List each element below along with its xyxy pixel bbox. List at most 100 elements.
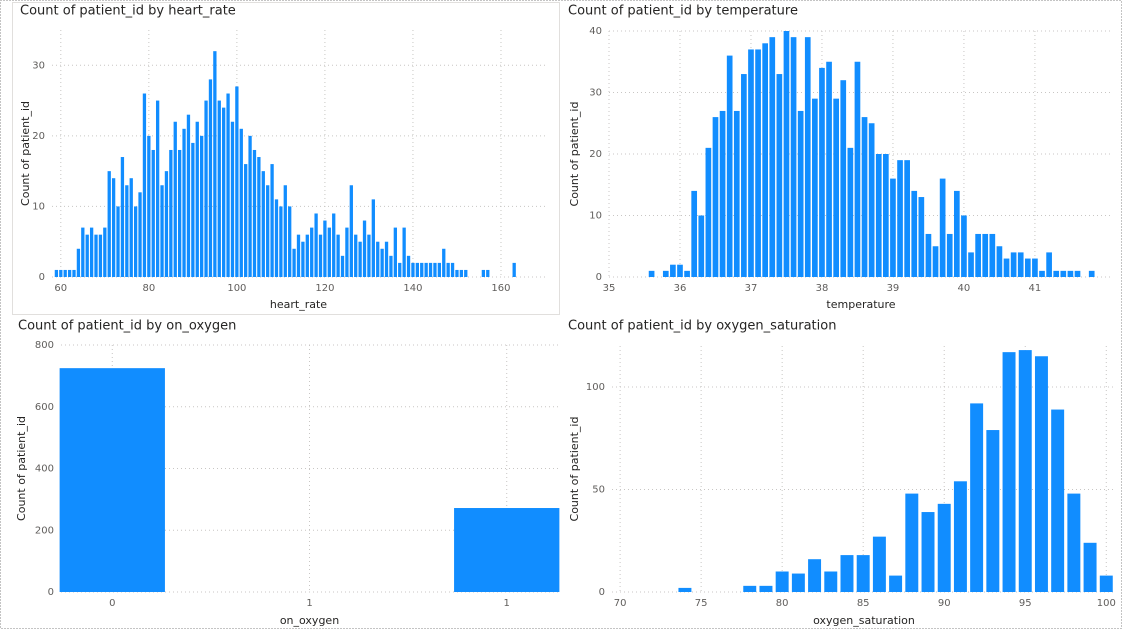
x-tick-label: 38 (816, 283, 829, 294)
bar (847, 147, 854, 277)
bar (248, 135, 252, 277)
x-tick-label: 85 (857, 598, 870, 609)
bar (921, 512, 935, 592)
bar (252, 149, 257, 277)
bar (305, 234, 309, 277)
bar (819, 67, 825, 278)
x-tick-label: 36 (674, 283, 687, 294)
bar (868, 123, 875, 277)
bar (662, 270, 669, 277)
bar (446, 262, 450, 277)
bar (323, 220, 327, 277)
chart-title: Count of patient_id by heart_rate (20, 4, 236, 19)
bar (454, 508, 560, 592)
bar (790, 37, 797, 278)
bar (244, 164, 248, 277)
bar (358, 241, 362, 277)
bar (459, 269, 464, 277)
x-tick-label: 39 (887, 283, 900, 294)
bar (1067, 493, 1081, 592)
bar (402, 227, 406, 277)
bar (970, 403, 984, 592)
x-tick-label: 41 (1029, 283, 1042, 294)
bar (791, 573, 805, 592)
bar (833, 98, 839, 278)
bar (1074, 270, 1081, 277)
bar (107, 171, 111, 277)
bar (937, 503, 951, 592)
bar (889, 575, 903, 592)
bar (824, 571, 838, 592)
bar (204, 100, 208, 277)
y-tick-label: 200 (35, 525, 54, 536)
bar (72, 269, 76, 277)
bar (376, 241, 380, 277)
chart-title: Count of patient_id by temperature (568, 4, 798, 19)
bar (762, 43, 769, 277)
bar (178, 149, 182, 277)
bar (111, 178, 116, 277)
bar (89, 227, 94, 277)
bar (116, 206, 120, 277)
bar (872, 536, 886, 592)
bar (318, 234, 323, 277)
bar (380, 248, 384, 277)
bar (428, 262, 433, 277)
bar (684, 270, 690, 277)
y-tick-label: 0 (48, 587, 54, 598)
bar (1024, 258, 1031, 277)
bar (486, 269, 490, 277)
bar (808, 559, 822, 592)
bar (85, 234, 89, 277)
bar (222, 107, 226, 277)
bar (398, 262, 402, 277)
bar (354, 234, 358, 277)
bar (826, 61, 832, 277)
bar (186, 114, 191, 277)
y-tick-label: 800 (35, 340, 54, 351)
bar (712, 117, 719, 277)
bar (200, 135, 204, 277)
x-tick-label: 160 (491, 283, 510, 294)
bar (411, 262, 415, 277)
x-tick-label: 100 (1097, 598, 1116, 609)
bar (875, 154, 882, 277)
y-tick-label: 50 (592, 485, 605, 496)
x-tick-label: 40 (958, 283, 971, 294)
y-tick-label: 10 (32, 201, 45, 212)
y-tick-label: 0 (599, 587, 605, 598)
bar (953, 481, 967, 592)
bar (301, 241, 305, 277)
bar (151, 149, 155, 277)
bar (1039, 270, 1045, 277)
bar (1067, 270, 1074, 277)
x-tick-label: 70 (614, 598, 627, 609)
bar (270, 164, 274, 277)
bar (327, 227, 331, 277)
x-tick-label: 90 (938, 598, 951, 609)
bar (769, 37, 776, 278)
bar (856, 555, 870, 592)
visual-border[interactable] (12, 2, 560, 315)
bar (897, 160, 903, 277)
bar (1010, 252, 1017, 277)
bar (698, 215, 705, 277)
bar (239, 128, 243, 277)
bar (1060, 270, 1067, 277)
y-tick-label: 10 (589, 211, 602, 222)
bar (349, 185, 353, 277)
y-tick-label: 30 (589, 88, 602, 99)
bar (133, 206, 138, 277)
bar (1017, 252, 1024, 277)
bar (274, 199, 279, 277)
bar (59, 368, 165, 592)
x-tick-label: 80 (776, 598, 789, 609)
x-tick-label: 35 (603, 283, 616, 294)
bar (918, 197, 925, 277)
bar (169, 149, 173, 277)
bar (455, 269, 459, 277)
bar (261, 171, 265, 277)
bar (279, 206, 283, 277)
bar (142, 93, 147, 277)
